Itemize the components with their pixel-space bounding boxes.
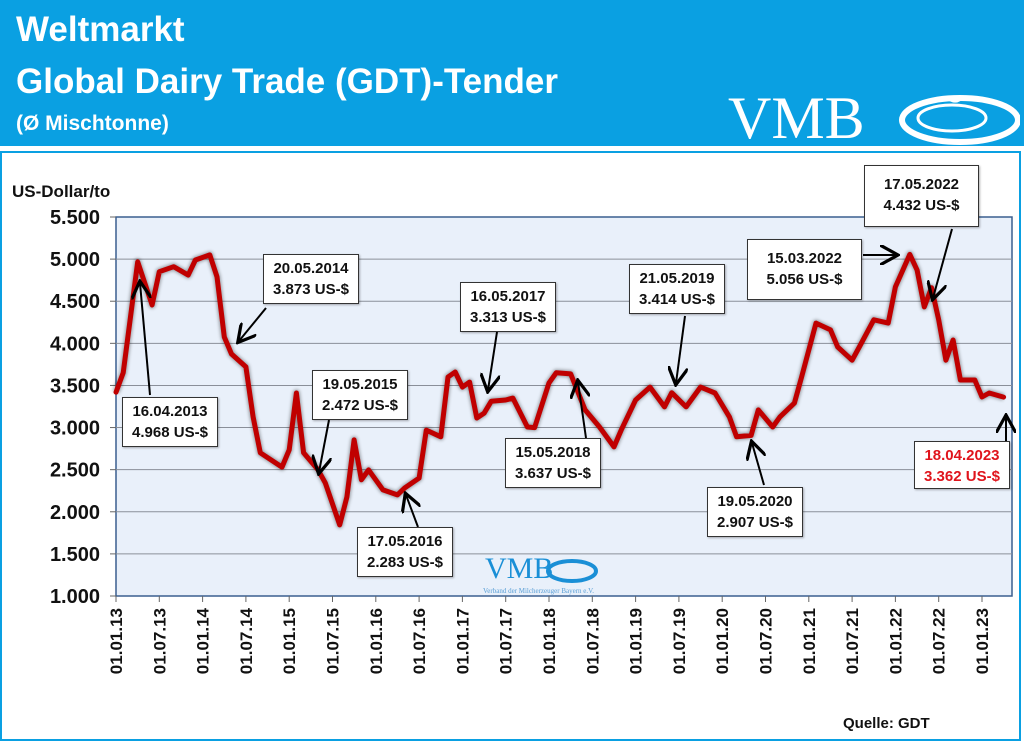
annotation-date: 16.04.2013 xyxy=(132,403,208,420)
x-tick-label: 01.01.20 xyxy=(713,608,732,674)
y-tick-label: 4.500 xyxy=(50,291,100,313)
annotation-date: 20.05.2014 xyxy=(273,260,349,277)
annotation-value: 3.362 US-$ xyxy=(924,468,1000,485)
annotation-date: 19.05.2020 xyxy=(717,493,793,510)
annotation-date: 17.05.2022 xyxy=(883,176,960,193)
annotation-value: 5.056 US-$ xyxy=(766,271,843,288)
annotation-callout: 19.05.2020 2.907 US-$ xyxy=(707,487,803,537)
x-tick-label: 01.01.18 xyxy=(540,608,559,674)
x-tick-label: 01.01.19 xyxy=(627,608,646,674)
y-tick-label: 5.500 xyxy=(50,207,100,229)
vmb-logo: VMB xyxy=(728,85,1020,150)
x-tick-label: 01.01.21 xyxy=(800,608,819,674)
annotation-date: 15.05.2018 xyxy=(515,444,591,461)
x-tick-label: 01.07.17 xyxy=(497,608,516,674)
x-tick-label: 01.01.23 xyxy=(973,608,992,674)
annotation-callout: 15.03.2022 5.056 US-$ xyxy=(747,239,862,300)
annotation-arrow xyxy=(406,495,418,528)
chart-frame xyxy=(0,151,1021,741)
annotation-value: 2.472 US-$ xyxy=(322,397,398,414)
x-tick-label: 01.07.20 xyxy=(757,608,776,674)
watermark-subtitle: Verband der Milcherzeuger Bayern e.V. xyxy=(483,587,594,595)
annotation-callout: 16.04.2013 4.968 US-$ xyxy=(122,397,218,447)
annotation-callout: 15.05.2018 3.637 US-$ xyxy=(505,438,601,488)
annotation-callout: 18.04.2023 3.362 US-$ xyxy=(914,441,1010,489)
annotation-arrow xyxy=(488,331,497,390)
annotation-value: 3.313 US-$ xyxy=(470,309,546,326)
y-tick-label: 3.000 xyxy=(50,418,100,440)
y-axis-label: US-Dollar/to xyxy=(12,182,111,201)
x-tick-label: 01.01.13 xyxy=(107,608,126,674)
annotation-date: 15.03.2022 xyxy=(766,250,843,267)
annotation-arrow xyxy=(239,307,267,341)
annotation-callout: 17.05.2016 2.283 US-$ xyxy=(357,527,453,577)
y-tick-label: 3.500 xyxy=(50,375,100,397)
x-tick-label: 01.07.14 xyxy=(237,607,256,674)
header-banner: Weltmarkt Global Dairy Trade (GDT)-Tende… xyxy=(0,0,1024,150)
title-line-1: Weltmarkt xyxy=(16,10,185,49)
watermark-swirl-icon xyxy=(546,559,598,583)
annotation-date: 21.05.2019 xyxy=(639,270,715,287)
y-tick-label: 2.000 xyxy=(50,502,100,524)
annotation-date: 19.05.2015 xyxy=(322,376,398,393)
x-tick-label: 01.01.14 xyxy=(194,607,213,674)
x-tick-label: 01.07.19 xyxy=(670,608,689,674)
annotation-callout: 17.05.2022 4.432 US-$ xyxy=(864,165,979,227)
annotation-callout: 19.05.2015 2.472 US-$ xyxy=(312,370,408,420)
annotation-date: 16.05.2017 xyxy=(470,288,546,305)
x-tick-label: 01.07.13 xyxy=(150,608,169,674)
annotation-value: 3.873 US-$ xyxy=(273,281,349,298)
y-tick-label: 1.500 xyxy=(50,544,100,566)
annotation-arrow xyxy=(933,228,953,298)
annotation-callout: 21.05.2019 3.414 US-$ xyxy=(629,264,725,314)
y-tick-label: 4.000 xyxy=(50,333,100,355)
x-tick-label: 01.07.16 xyxy=(410,608,429,674)
x-tick-label: 01.07.22 xyxy=(930,608,949,674)
annotation-arrow xyxy=(676,315,685,383)
title-line-3: (Ø Mischtonne) xyxy=(16,112,169,135)
y-tick-label: 1.000 xyxy=(50,586,100,608)
y-tick-label: 2.500 xyxy=(50,460,100,482)
annotation-callout: 16.05.2017 3.313 US-$ xyxy=(460,282,556,332)
annotation-arrow xyxy=(752,443,764,486)
source-label: Quelle: GDT xyxy=(843,715,930,732)
x-tick-label: 01.01.22 xyxy=(886,608,905,674)
x-tick-label: 01.07.18 xyxy=(583,608,602,674)
logo-swirl-icon xyxy=(899,95,1020,145)
annotation-value: 3.414 US-$ xyxy=(639,291,715,308)
annotation-arrow xyxy=(578,382,586,439)
x-tick-label: 01.01.15 xyxy=(280,608,299,674)
annotation-date: 18.04.2023 xyxy=(924,447,1000,464)
annotation-arrow xyxy=(319,419,329,472)
y-tick-label: 5.000 xyxy=(50,249,100,271)
annotation-value: 4.432 US-$ xyxy=(883,197,960,214)
title-line-2: Global Dairy Trade (GDT)-Tender xyxy=(16,62,558,101)
annotation-value: 2.907 US-$ xyxy=(717,514,793,531)
logo-text: VMB xyxy=(728,85,865,150)
annotation-value: 4.968 US-$ xyxy=(132,424,208,441)
annotation-arrow xyxy=(140,283,150,396)
x-tick-label: 01.07.21 xyxy=(843,608,862,674)
annotation-value: 2.283 US-$ xyxy=(367,554,443,571)
x-tick-label: 01.07.15 xyxy=(324,608,343,674)
annotation-date: 17.05.2016 xyxy=(367,533,443,550)
annotation-callout: 20.05.2014 3.873 US-$ xyxy=(263,254,359,304)
watermark-text: VMB xyxy=(485,552,553,585)
x-tick-label: 01.01.16 xyxy=(367,608,386,674)
x-tick-label: 01.01.17 xyxy=(453,608,472,674)
annotation-value: 3.637 US-$ xyxy=(515,465,591,482)
